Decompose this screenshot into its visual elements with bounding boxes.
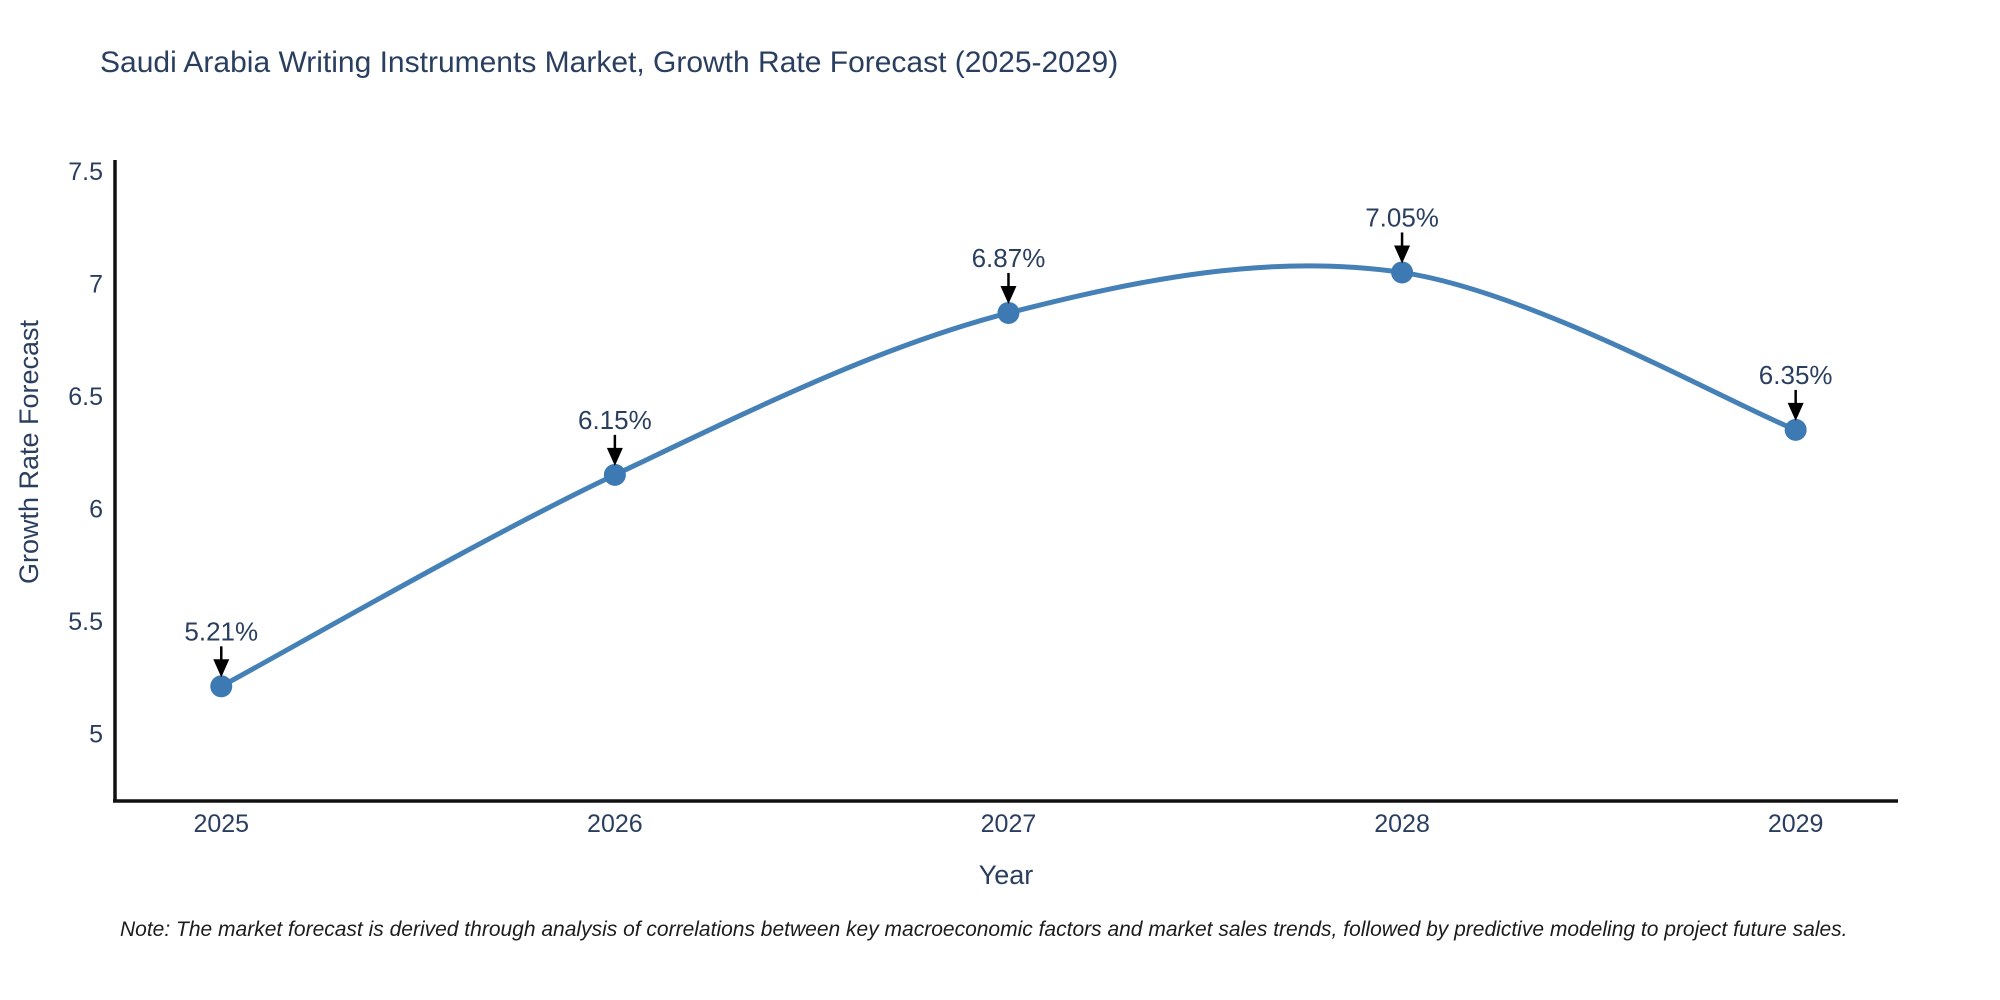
- x-axis-ticks: 2025 2026 2027 2028 2029: [193, 810, 1823, 838]
- chart-title: Saudi Arabia Writing Instruments Market,…: [100, 46, 1119, 79]
- point-value-label: 6.87%: [972, 243, 1046, 273]
- point-annotations: 5.21% 6.15% 6.87% 7.05% 6.35%: [184, 202, 1833, 678]
- y-axis-ticks: 5 5.5 6 6.5 7 7.5: [68, 158, 103, 748]
- annotation-2028: 7.05%: [1365, 202, 1439, 264]
- forecast-line-path: [218, 263, 1799, 689]
- data-point-2027: [997, 301, 1020, 324]
- annotation-arrowhead: [1394, 245, 1411, 264]
- y-tick-label: 6.5: [68, 383, 103, 411]
- point-value-label: 5.21%: [184, 616, 258, 646]
- forecast-data-points: [210, 261, 1807, 698]
- y-tick-label: 5.5: [68, 608, 103, 636]
- x-tick-label: 2025: [193, 810, 249, 838]
- data-point-2025: [210, 675, 233, 698]
- y-tick-label: 6: [89, 496, 103, 524]
- annotation-arrowhead: [213, 659, 230, 678]
- annotation-arrowhead: [606, 447, 623, 466]
- point-value-label: 6.15%: [578, 405, 652, 435]
- data-point-2026: [603, 463, 626, 486]
- annotation-2026: 6.15%: [578, 405, 652, 466]
- y-tick-label: 5: [89, 721, 103, 749]
- annotation-2025: 5.21%: [184, 616, 258, 678]
- annotation-arrowhead: [1787, 402, 1804, 421]
- data-point-2028: [1391, 261, 1414, 284]
- x-axis-title: Year: [979, 860, 1034, 890]
- x-tick-label: 2028: [1374, 810, 1430, 838]
- annotation-2027: 6.87%: [972, 243, 1046, 304]
- annotation-2029: 6.35%: [1759, 360, 1833, 421]
- footnote: Note: The market forecast is derived thr…: [120, 918, 1848, 941]
- y-tick-label: 7.5: [68, 158, 103, 186]
- y-tick-label: 7: [89, 271, 103, 299]
- annotation-arrowhead: [1000, 285, 1017, 304]
- x-tick-label: 2029: [1768, 810, 1824, 838]
- point-value-label: 6.35%: [1759, 360, 1833, 390]
- x-tick-label: 2026: [587, 810, 643, 838]
- point-value-label: 7.05%: [1365, 202, 1439, 232]
- forecast-spline-line: [218, 263, 1799, 689]
- y-axis-title: Growth Rate Forecast: [14, 319, 44, 584]
- x-tick-label: 2027: [981, 810, 1037, 838]
- data-point-2029: [1784, 418, 1807, 441]
